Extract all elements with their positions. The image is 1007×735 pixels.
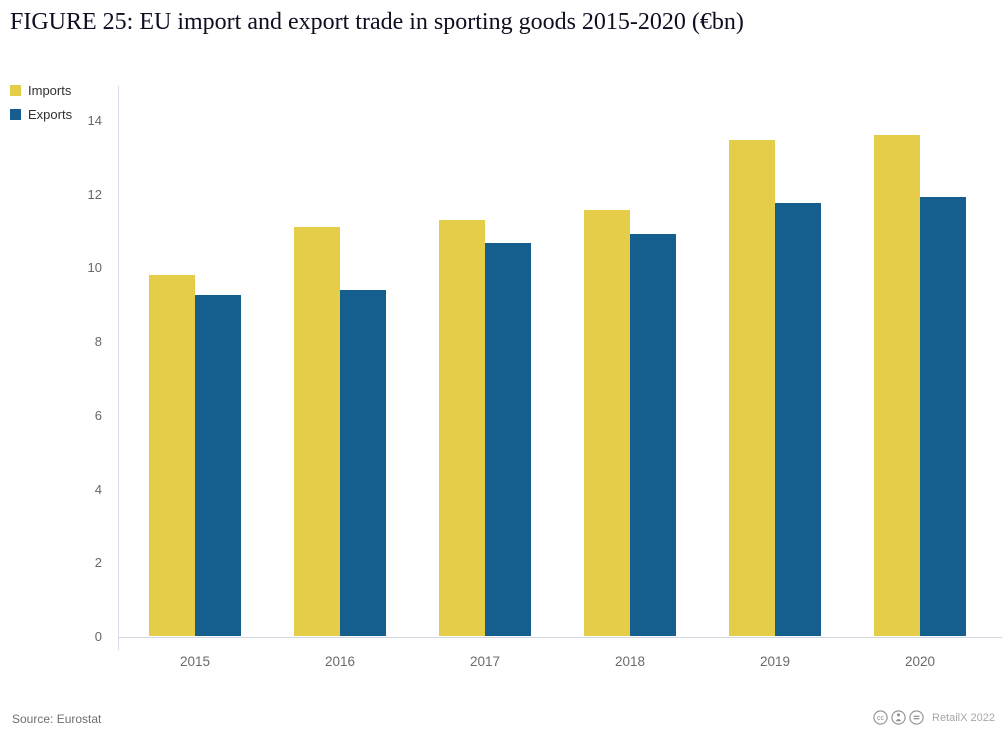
bar-imports-2016 — [294, 226, 340, 636]
y-axis-line — [118, 86, 119, 650]
bar-imports-2017 — [439, 219, 485, 636]
plot-area — [118, 88, 988, 637]
exports-swatch-icon — [10, 109, 21, 120]
legend-item-imports: Imports — [10, 83, 72, 98]
bar-imports-2018 — [584, 210, 630, 636]
legend-item-exports: Exports — [10, 107, 72, 122]
y-tick-label-10: 10 — [87, 260, 102, 276]
x-category-label-2018: 2018 — [614, 654, 646, 669]
bar-exports-2015 — [195, 295, 241, 636]
bar-imports-2015 — [149, 274, 195, 636]
x-axis-line — [118, 637, 1002, 638]
y-axis-tick-labels: 0 2 4 6 8 10 12 14 — [58, 88, 106, 644]
x-category-label-2017: 2017 — [469, 654, 501, 669]
source-note: Source: Eurostat — [12, 712, 102, 726]
x-axis-category-labels: 2015 2016 2017 2018 2019 2020 — [0, 653, 1007, 673]
bar-imports-2020 — [874, 134, 920, 636]
x-category-label-2016: 2016 — [324, 654, 356, 669]
cc-nd-icon — [909, 710, 924, 725]
svg-text:cc: cc — [877, 715, 885, 722]
bar-exports-2017 — [485, 243, 531, 636]
bar-exports-2019 — [775, 202, 821, 636]
y-tick-label-12: 12 — [87, 186, 102, 202]
branding-label: RetailX 2022 — [932, 711, 995, 724]
y-tick-label-2: 2 — [94, 555, 102, 571]
x-category-label-2015: 2015 — [179, 654, 211, 669]
cc-by-icon — [891, 710, 906, 725]
y-tick-label-4: 4 — [94, 481, 102, 497]
y-tick-label-8: 8 — [94, 334, 102, 350]
y-tick-label-0: 0 — [94, 629, 102, 644]
figure-title: FIGURE 25: EU import and export trade in… — [10, 9, 744, 35]
y-tick-label-14: 14 — [87, 113, 102, 128]
imports-swatch-icon — [10, 85, 21, 96]
x-category-label-2020: 2020 — [904, 654, 936, 669]
x-category-label-2019: 2019 — [759, 654, 791, 669]
bar-imports-2019 — [729, 140, 775, 636]
bar-exports-2016 — [340, 289, 386, 636]
legend-label-exports: Exports — [28, 107, 73, 122]
branding: cc RetailX 2022 — [873, 710, 995, 725]
cc-icon: cc — [873, 710, 888, 725]
legend: Imports Exports — [10, 83, 72, 131]
y-tick-label-6: 6 — [94, 407, 102, 423]
bar-exports-2018 — [630, 234, 676, 636]
bar-exports-2020 — [920, 197, 966, 636]
legend-label-imports: Imports — [28, 83, 72, 98]
